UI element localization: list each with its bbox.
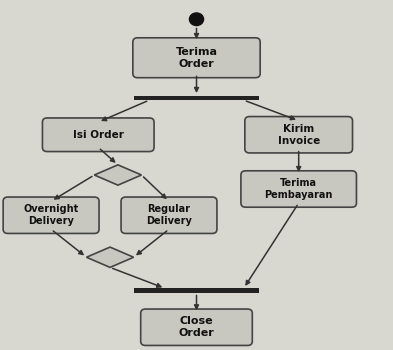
Bar — [134, 96, 259, 100]
FancyBboxPatch shape — [133, 38, 260, 78]
FancyBboxPatch shape — [3, 197, 99, 233]
Polygon shape — [86, 247, 134, 267]
Circle shape — [189, 13, 204, 26]
Text: Close
Order: Close Order — [179, 316, 214, 338]
Text: Overnight
Delivery: Overnight Delivery — [24, 204, 79, 226]
FancyBboxPatch shape — [141, 309, 252, 345]
Text: Regular
Delivery: Regular Delivery — [146, 204, 192, 226]
FancyBboxPatch shape — [121, 197, 217, 233]
FancyBboxPatch shape — [42, 118, 154, 152]
Bar — [134, 288, 259, 293]
Polygon shape — [94, 165, 141, 185]
Text: Isi Order: Isi Order — [73, 130, 124, 140]
Text: Terima
Order: Terima Order — [176, 47, 217, 69]
Text: Terima
Pembayaran: Terima Pembayaran — [264, 178, 333, 200]
FancyBboxPatch shape — [241, 171, 356, 207]
FancyBboxPatch shape — [245, 117, 353, 153]
Text: Kirim
Invoice: Kirim Invoice — [277, 124, 320, 146]
